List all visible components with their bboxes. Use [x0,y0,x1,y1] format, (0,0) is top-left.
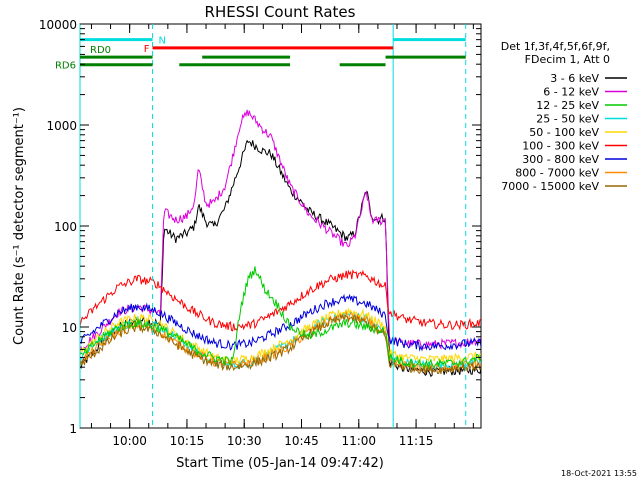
x-tick-label: 10:15 [170,434,205,448]
x-tick-label: 11:15 [399,434,434,448]
y-tick-label: 1 [69,422,77,436]
chart-title: RHESSI Count Rates [205,3,356,21]
series-line-300-800-kev [80,293,481,352]
legend-entry-label: 6 - 12 keV [543,86,599,99]
y-tick-label: 1000 [46,119,77,133]
x-tick-label: 10:00 [112,434,147,448]
state-bar-label-rd0: RD0 [90,45,111,56]
legend-entry-label: 7000 - 15000 keV [501,180,599,193]
legend-entry-label: 800 - 7000 keV [515,167,599,180]
y-tick-label: 100 [54,220,77,234]
state-bar-label-n: N [159,36,166,47]
x-tick-label: 10:45 [284,434,319,448]
x-tick-label: 10:30 [227,434,262,448]
y-axis-label: Count Rate (s⁻¹ detector segment⁻¹) [12,107,27,345]
footer-date: 18-Oct-2021 13:55 [561,469,637,478]
series-line-12-25-kev [80,266,481,371]
legend-entry-label: 25 - 50 keV [536,113,599,126]
legend-entry-label: 50 - 100 keV [529,126,599,139]
state-bar-label-f: F [144,44,150,55]
state-bar-label-rd6: RD6 [55,61,76,72]
legend-header-line: FDecim 1, Att 0 [525,53,610,66]
y-tick-label: 10 [62,321,77,335]
y-tick-label: 10000 [39,18,77,32]
legend-entry-label: 3 - 6 keV [550,72,599,85]
legend-entry-label: 12 - 25 keV [536,99,599,112]
series-line-100-300-kev [80,269,481,333]
series-line-50-100-kev [80,307,481,366]
legend-entry-label: 300 - 800 keV [522,153,599,166]
x-axis-label: Start Time (05-Jan-14 09:47:42) [176,456,384,471]
x-tick-label: 11:00 [341,434,376,448]
legend-header-line: Det 1f,3f,4f,5f,6f,9f, [501,40,610,53]
legend-entry-label: 100 - 300 keV [522,140,599,153]
